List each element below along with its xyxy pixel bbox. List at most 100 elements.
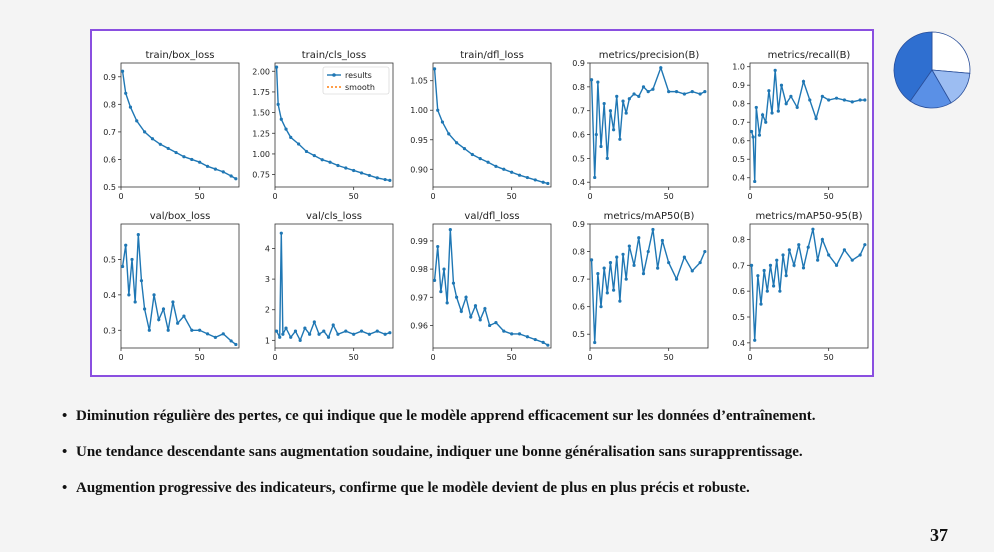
subplot: metrics/precision(B) 0.4 0.5 0.6 0.7 0.8 0.9 0 5… bbox=[572, 50, 709, 201]
data-point bbox=[618, 137, 622, 141]
data-point bbox=[533, 337, 537, 342]
data-point bbox=[367, 173, 371, 178]
data-point bbox=[682, 92, 687, 96]
data-point bbox=[136, 233, 140, 237]
data-point bbox=[205, 332, 210, 336]
data-point bbox=[494, 164, 498, 168]
subplot: metrics/recall(B) 0.4 0.5 0.6 0.7 0.8 0.9 1.0 0 5… bbox=[732, 50, 869, 201]
data-point bbox=[674, 277, 679, 281]
data-point bbox=[124, 243, 128, 247]
data-point bbox=[779, 83, 784, 87]
data-point bbox=[646, 90, 650, 94]
data-point bbox=[624, 277, 628, 281]
plot-axes bbox=[274, 223, 394, 349]
x-tick-label: 50 bbox=[195, 353, 205, 362]
data-point bbox=[589, 78, 594, 82]
data-point bbox=[627, 97, 631, 101]
data-point bbox=[767, 89, 771, 93]
data-point bbox=[674, 90, 679, 94]
y-tick-label: 0.7 bbox=[732, 261, 745, 270]
subplot-title: metrics/mAP50-95(B) bbox=[755, 211, 862, 222]
y-tick-label: 0.9 bbox=[103, 73, 116, 82]
y-tick-label: 3 bbox=[265, 275, 270, 284]
data-point bbox=[447, 132, 451, 136]
data-point bbox=[602, 101, 606, 106]
data-point bbox=[359, 171, 364, 175]
data-point bbox=[690, 269, 694, 273]
data-point bbox=[863, 243, 867, 247]
data-point bbox=[784, 102, 788, 106]
y-tick-label: 0.6 bbox=[572, 303, 585, 312]
y-tick-label: 1.25 bbox=[252, 129, 270, 138]
y-tick-label: 0.6 bbox=[732, 287, 745, 296]
series-line bbox=[750, 228, 866, 341]
data-point bbox=[510, 170, 514, 174]
y-tick-label: 1.75 bbox=[252, 88, 270, 97]
data-point bbox=[205, 164, 210, 168]
y-tick-label: 0.4 bbox=[732, 339, 745, 348]
data-point bbox=[863, 98, 867, 102]
y-tick-label: 2.00 bbox=[252, 67, 270, 76]
subplot: train/box_loss 0.5 0.6 0.7 0.8 0.9 0 50 bbox=[103, 50, 240, 201]
pie-slice bbox=[909, 69, 952, 109]
data-point bbox=[276, 102, 280, 106]
data-point bbox=[834, 96, 839, 100]
data-point bbox=[651, 227, 655, 232]
data-point bbox=[459, 309, 463, 313]
data-point bbox=[820, 237, 824, 242]
legend-marker-results bbox=[332, 73, 336, 77]
data-point bbox=[448, 228, 452, 232]
y-tick-label: 0.5 bbox=[732, 313, 745, 322]
data-point bbox=[792, 263, 796, 267]
data-point bbox=[174, 150, 178, 155]
bullet-text: Une tendance descendante sans augmentati… bbox=[76, 444, 803, 460]
subplot-title: train/cls_loss bbox=[302, 50, 366, 61]
data-point bbox=[344, 166, 348, 170]
y-tick-label: 0.6 bbox=[572, 131, 585, 140]
data-point bbox=[690, 90, 694, 94]
data-point bbox=[765, 289, 769, 293]
conclusion-bullets: • Diminution régulière des pertes, ce qui… bbox=[62, 405, 972, 513]
x-tick-label: 50 bbox=[195, 192, 205, 201]
x-tick-label: 0 bbox=[587, 353, 592, 362]
data-point bbox=[455, 295, 459, 299]
data-point bbox=[789, 94, 793, 98]
data-point bbox=[190, 157, 194, 162]
y-tick-label: 0.7 bbox=[732, 118, 745, 127]
data-point bbox=[641, 272, 646, 276]
x-tick-label: 50 bbox=[664, 353, 674, 362]
data-point bbox=[336, 163, 340, 168]
pie-slice bbox=[931, 31, 971, 74]
bullet-text: Diminution régulière des pertes, ce qui … bbox=[76, 408, 816, 424]
y-tick-label: 0.5 bbox=[103, 183, 116, 192]
x-tick-label: 50 bbox=[824, 353, 834, 362]
y-tick-label: 1.00 bbox=[252, 150, 270, 159]
data-point bbox=[289, 135, 293, 139]
data-point bbox=[234, 342, 238, 347]
data-point bbox=[469, 315, 473, 319]
y-tick-label: 0.6 bbox=[103, 155, 116, 164]
data-point bbox=[820, 94, 824, 98]
data-point bbox=[621, 99, 625, 103]
data-point bbox=[436, 244, 440, 249]
data-point bbox=[274, 329, 279, 333]
data-point bbox=[293, 329, 298, 333]
y-tick-label: 0.75 bbox=[252, 171, 270, 180]
data-point bbox=[502, 167, 506, 171]
data-point bbox=[612, 288, 616, 292]
data-point bbox=[682, 255, 687, 259]
y-tick-label: 2 bbox=[265, 306, 270, 315]
subplot: metrics/mAP50-95(B) 0.4 0.5 0.6 0.7 0.8 0 50 bbox=[732, 211, 869, 362]
data-point bbox=[388, 178, 392, 182]
data-point bbox=[120, 69, 125, 73]
data-point bbox=[143, 307, 147, 311]
legend-label-smooth: smooth bbox=[345, 83, 375, 92]
subplot-title: train/box_loss bbox=[145, 50, 214, 61]
y-tick-label: 1.05 bbox=[410, 77, 428, 86]
data-point bbox=[615, 255, 619, 259]
plot-axes bbox=[749, 62, 869, 188]
data-point bbox=[139, 279, 144, 283]
y-tick-label: 1.0 bbox=[732, 63, 745, 72]
data-point bbox=[627, 244, 631, 248]
